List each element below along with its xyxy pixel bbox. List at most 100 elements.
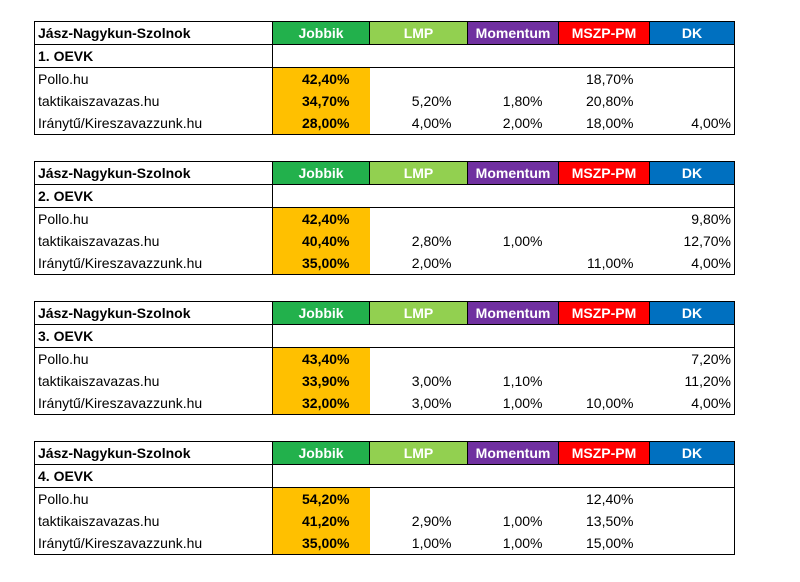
value-jobbik: 42,40% — [272, 67, 370, 90]
source-name: Iránytű/Kireszavazzunk.hu — [34, 532, 273, 555]
district-label: 1. OEVK — [34, 44, 273, 68]
value-dk — [649, 487, 735, 510]
district-row: 2. OEVK — [34, 184, 735, 208]
value-lmp: 4,00% — [369, 112, 468, 135]
party-header-jobbik: Jobbik — [272, 441, 370, 465]
value-jobbik: 42,40% — [272, 207, 370, 230]
value-momentum: 1,00% — [502, 233, 543, 249]
value-dk: 4,00% — [649, 392, 735, 415]
value-momentum: 2,00% — [467, 112, 559, 135]
value-lmp: 2,90% — [411, 513, 452, 529]
party-header-lmp: LMP — [369, 301, 468, 325]
value-jobbik: 33,90% — [272, 370, 370, 392]
table-row: taktikaiszavazas.hu 40,40% 2,80% 1,00% 12,70… — [34, 230, 735, 252]
table-row: Iránytű/Kireszavazzunk.hu 32,00% 3,00% 1,00… — [34, 392, 735, 415]
value-mszp-pm — [559, 348, 650, 371]
value-dk: 4,00% — [649, 252, 735, 275]
source-name: taktikaiszavazas.hu — [34, 510, 273, 532]
district-table-1: Jász-Nagykun-Szolnok Jobbik LMP Momentum MSZ… — [34, 21, 735, 135]
value-momentum: 1,00% — [467, 392, 559, 415]
value-dk — [649, 90, 735, 112]
party-header-lmp: LMP — [369, 441, 468, 465]
table-row: Iránytű/Kireszavazzunk.hu 35,00% 1,00% 1,00… — [34, 532, 735, 555]
party-header-mszp-pm: MSZP-PM — [558, 161, 650, 185]
table-row: Iránytű/Kireszavazzunk.hu 28,00% 4,00% 2,00… — [34, 112, 735, 135]
value-jobbik: 54,20% — [272, 487, 370, 510]
county-title: Jász-Nagykun-Szolnok — [34, 441, 273, 465]
source-name: Pollo.hu — [34, 487, 273, 510]
value-dk: 11,20% — [649, 370, 735, 392]
county-title: Jász-Nagykun-Szolnok — [34, 161, 273, 185]
party-header-momentum: Momentum — [467, 301, 559, 325]
value-lmp — [370, 488, 468, 511]
value-mszp-pm — [559, 230, 650, 252]
value-jobbik: 40,40% — [272, 230, 370, 252]
party-header-dk: DK — [649, 301, 735, 325]
party-header-dk: DK — [649, 161, 735, 185]
table-row: Pollo.hu 42,40% 9,80% — [34, 207, 735, 231]
value-jobbik: 35,00% — [272, 252, 370, 275]
value-momentum — [468, 348, 559, 371]
party-header-jobbik: Jobbik — [272, 21, 370, 45]
party-header-mszp-pm: MSZP-PM — [558, 441, 650, 465]
value-mszp-pm: 18,70% — [586, 71, 634, 87]
value-mszp-pm — [559, 370, 650, 392]
value-lmp — [370, 68, 468, 91]
party-header-mszp-pm: MSZP-PM — [558, 21, 650, 45]
district-spacer — [272, 464, 735, 488]
value-lmp: 3,00% — [369, 392, 468, 415]
value-lmp: 3,00% — [411, 373, 452, 389]
value-jobbik: 28,00% — [272, 112, 370, 135]
value-lmp — [370, 208, 468, 231]
party-header-mszp-pm: MSZP-PM — [558, 301, 650, 325]
district-label: 2. OEVK — [34, 184, 273, 208]
value-lmp: 1,00% — [369, 532, 468, 555]
value-lmp: 2,80% — [411, 233, 452, 249]
district-row: 1. OEVK — [34, 44, 735, 68]
value-mszp-pm: 13,50% — [586, 513, 634, 529]
value-momentum: 1,00% — [467, 532, 559, 555]
header-row: Jász-Nagykun-Szolnok Jobbik LMP Momentum MSZ… — [34, 21, 735, 45]
value-mszp-pm: 11,00% — [558, 252, 650, 275]
value-momentum — [468, 208, 559, 231]
district-spacer — [272, 184, 735, 208]
party-header-momentum: Momentum — [467, 161, 559, 185]
table-row: Pollo.hu 43,40% 7,20% — [34, 347, 735, 371]
party-header-jobbik: Jobbik — [272, 161, 370, 185]
source-name: Pollo.hu — [34, 207, 273, 230]
value-jobbik: 35,00% — [272, 532, 370, 555]
value-dk — [649, 532, 735, 555]
header-row: Jász-Nagykun-Szolnok Jobbik LMP Momentum MSZ… — [34, 301, 735, 325]
value-momentum — [468, 68, 559, 91]
party-header-jobbik: Jobbik — [272, 301, 370, 325]
value-momentum — [467, 252, 559, 275]
source-name: Iránytű/Kireszavazzunk.hu — [34, 252, 273, 275]
header-row: Jász-Nagykun-Szolnok Jobbik LMP Momentum MSZ… — [34, 441, 735, 465]
table-row: Pollo.hu 42,40% 18,70% — [34, 67, 735, 91]
source-name: Iránytű/Kireszavazzunk.hu — [34, 112, 273, 135]
value-jobbik: 43,40% — [272, 347, 370, 370]
district-spacer — [272, 44, 735, 68]
table-row: taktikaiszavazas.hu 41,20% 2,90% 1,00% 13,50… — [34, 510, 735, 532]
district-row: 3. OEVK — [34, 324, 735, 348]
value-dk — [649, 510, 735, 532]
value-jobbik: 34,70% — [272, 90, 370, 112]
value-dk — [649, 67, 735, 90]
district-label: 4. OEVK — [34, 464, 273, 488]
table-row: taktikaiszavazas.hu 33,90% 3,00% 1,10% 11,20… — [34, 370, 735, 392]
party-header-momentum: Momentum — [467, 21, 559, 45]
value-mszp-pm: 20,80% — [586, 93, 634, 109]
value-momentum — [468, 488, 559, 511]
district-spacer — [272, 324, 735, 348]
source-name: taktikaiszavazas.hu — [34, 370, 273, 392]
value-mszp-pm: 12,40% — [586, 491, 634, 507]
value-dk: 12,70% — [649, 230, 735, 252]
value-lmp: 5,20% — [411, 93, 452, 109]
value-mszp-pm: 15,00% — [558, 532, 650, 555]
table-row: Iránytű/Kireszavazzunk.hu 35,00% 2,00% 11,0… — [34, 252, 735, 275]
value-dk: 7,20% — [649, 347, 735, 370]
district-label: 3. OEVK — [34, 324, 273, 348]
district-table-2: Jász-Nagykun-Szolnok Jobbik LMP Momentum MSZ… — [34, 161, 735, 275]
table-row: Pollo.hu 54,20% 12,40% — [34, 487, 735, 511]
value-momentum: 1,80% — [502, 93, 543, 109]
